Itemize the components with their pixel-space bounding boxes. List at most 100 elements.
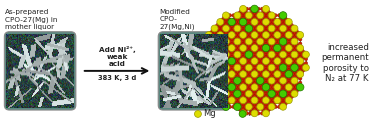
Circle shape: [203, 68, 207, 72]
Circle shape: [285, 40, 289, 43]
Circle shape: [226, 94, 230, 98]
Circle shape: [294, 46, 298, 50]
Circle shape: [279, 12, 287, 19]
Circle shape: [243, 35, 247, 39]
Circle shape: [228, 53, 232, 56]
Circle shape: [249, 33, 253, 37]
Circle shape: [291, 72, 294, 76]
Circle shape: [239, 105, 243, 109]
Circle shape: [235, 70, 239, 74]
Circle shape: [235, 75, 239, 78]
Circle shape: [257, 20, 260, 24]
Circle shape: [217, 32, 224, 38]
Circle shape: [226, 59, 230, 63]
Circle shape: [220, 44, 224, 48]
Circle shape: [257, 16, 260, 19]
Circle shape: [222, 38, 226, 41]
Circle shape: [243, 88, 247, 91]
Circle shape: [266, 109, 270, 113]
Circle shape: [294, 77, 298, 80]
Circle shape: [266, 96, 270, 100]
Circle shape: [274, 32, 281, 38]
Circle shape: [279, 72, 283, 76]
Circle shape: [222, 99, 226, 102]
Circle shape: [218, 55, 222, 59]
Circle shape: [280, 103, 287, 110]
Circle shape: [272, 99, 275, 102]
Circle shape: [266, 14, 270, 17]
Circle shape: [237, 64, 241, 67]
Circle shape: [262, 35, 266, 39]
Circle shape: [289, 70, 293, 74]
Circle shape: [291, 42, 294, 45]
Circle shape: [224, 48, 228, 52]
Circle shape: [289, 48, 293, 52]
Circle shape: [291, 55, 294, 58]
Circle shape: [217, 53, 220, 56]
Circle shape: [245, 81, 249, 85]
Circle shape: [268, 38, 275, 45]
Circle shape: [266, 44, 270, 48]
Text: As-prepared
CPO-27(Mg) in
mother liquor: As-prepared CPO-27(Mg) in mother liquor: [5, 9, 58, 30]
Circle shape: [272, 94, 275, 98]
Text: 383 K, 3 d: 383 K, 3 d: [98, 75, 136, 81]
Circle shape: [276, 42, 279, 45]
Circle shape: [260, 94, 264, 98]
Circle shape: [220, 27, 224, 30]
Circle shape: [257, 64, 264, 71]
Circle shape: [279, 38, 283, 41]
Circle shape: [228, 83, 235, 91]
Circle shape: [234, 51, 241, 58]
Circle shape: [217, 44, 220, 48]
Circle shape: [243, 83, 247, 87]
Circle shape: [257, 25, 264, 32]
Circle shape: [294, 64, 298, 67]
Circle shape: [262, 83, 266, 87]
Circle shape: [234, 12, 241, 19]
Circle shape: [240, 45, 246, 51]
Circle shape: [293, 88, 296, 91]
Circle shape: [291, 51, 298, 58]
Circle shape: [228, 40, 232, 43]
Circle shape: [239, 53, 243, 56]
Circle shape: [245, 20, 249, 24]
Circle shape: [211, 72, 214, 76]
Circle shape: [270, 75, 273, 78]
Circle shape: [249, 55, 253, 58]
Circle shape: [228, 61, 232, 65]
Circle shape: [243, 53, 247, 56]
Circle shape: [291, 94, 294, 98]
Circle shape: [285, 70, 293, 78]
Circle shape: [249, 38, 253, 41]
Circle shape: [268, 85, 271, 89]
Circle shape: [268, 68, 271, 72]
Circle shape: [291, 25, 298, 32]
Circle shape: [232, 96, 235, 100]
Circle shape: [245, 72, 249, 76]
Circle shape: [220, 101, 224, 104]
Circle shape: [270, 31, 273, 35]
Circle shape: [296, 57, 300, 61]
Circle shape: [251, 66, 254, 69]
Circle shape: [213, 62, 216, 65]
Circle shape: [234, 103, 241, 111]
Circle shape: [260, 77, 264, 80]
Circle shape: [243, 70, 247, 74]
Circle shape: [245, 103, 252, 110]
Circle shape: [224, 83, 228, 87]
Circle shape: [226, 51, 230, 54]
Circle shape: [266, 9, 270, 13]
Circle shape: [285, 32, 292, 38]
Circle shape: [232, 22, 235, 26]
Circle shape: [277, 70, 281, 74]
Circle shape: [234, 46, 237, 50]
Circle shape: [279, 103, 283, 106]
Circle shape: [289, 88, 293, 91]
Circle shape: [255, 92, 258, 95]
Circle shape: [220, 79, 224, 82]
Circle shape: [298, 42, 302, 45]
Circle shape: [302, 51, 309, 58]
Circle shape: [245, 64, 249, 67]
Circle shape: [228, 44, 232, 48]
Circle shape: [289, 75, 293, 78]
